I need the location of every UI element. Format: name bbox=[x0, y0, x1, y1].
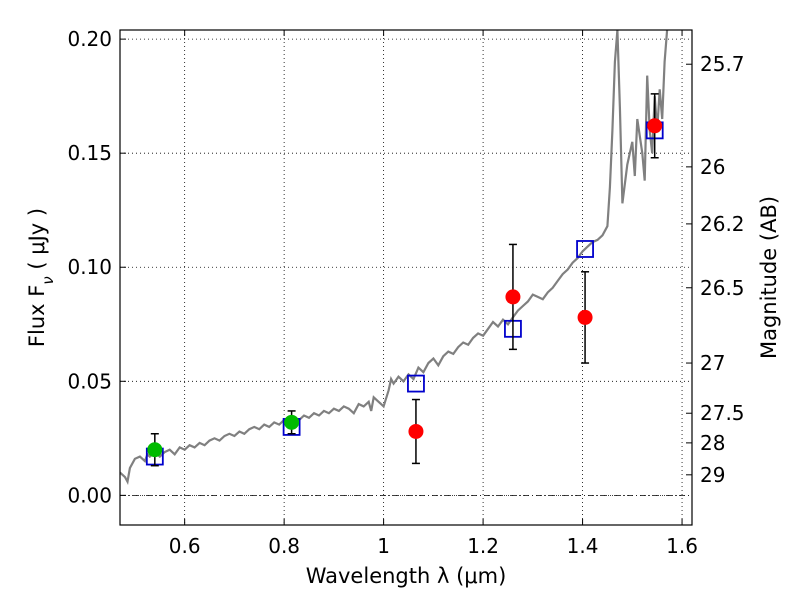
model-square-marker bbox=[407, 374, 425, 393]
y-tick-label: 0.20 bbox=[67, 27, 112, 51]
green-photometry-marker bbox=[284, 414, 300, 430]
y2-tick-label: 27 bbox=[700, 351, 725, 375]
y-tick-label: 0.10 bbox=[67, 255, 112, 279]
y-axis-label: Flux Fν ( μJy ) bbox=[25, 208, 57, 347]
plot-series bbox=[120, 30, 669, 485]
spectrum-line bbox=[120, 30, 669, 485]
y-axis-label-main: Flux F bbox=[25, 285, 49, 347]
x-tick-label: 1.4 bbox=[567, 534, 599, 558]
y-axis-label-subscript: ν bbox=[39, 276, 57, 284]
x-tick-label: 1.2 bbox=[467, 534, 499, 558]
x-tick-label: 0.6 bbox=[169, 534, 201, 558]
axis-ticks: 0.6 0.8 1 1.2 1.4 1.6 0.00 0.05 0.10 0.15 0.20 25.7… bbox=[67, 27, 744, 558]
red-photometry-marker bbox=[408, 423, 424, 439]
y-tick-label: 0.00 bbox=[67, 483, 112, 507]
green-photometry-marker bbox=[147, 442, 163, 458]
y-tick-label: 0.15 bbox=[67, 141, 112, 165]
x-tick-label: 1 bbox=[377, 534, 390, 558]
grid bbox=[120, 30, 692, 525]
red-photometry-marker bbox=[647, 118, 663, 134]
red-photometry-marker bbox=[577, 309, 593, 325]
y2-tick-label: 29 bbox=[700, 463, 725, 487]
y2-axis-label: Magnitude (AB) bbox=[757, 196, 781, 359]
y2-tick-label: 26.5 bbox=[700, 276, 745, 300]
x-tick-label: 1.6 bbox=[666, 534, 698, 558]
model-square-marker bbox=[576, 240, 594, 258]
y2-tick-label: 26 bbox=[700, 155, 725, 179]
x-tick-label: 0.8 bbox=[268, 534, 300, 558]
y-tick-label: 0.05 bbox=[67, 369, 112, 393]
y2-tick-label: 26.2 bbox=[700, 212, 745, 236]
y2-tick-label: 27.5 bbox=[700, 401, 745, 425]
x-axis-label: Wavelength λ (μm) bbox=[306, 564, 507, 588]
red-photometry-marker bbox=[505, 289, 521, 305]
y2-tick-label: 28 bbox=[700, 431, 725, 455]
plot-frame bbox=[119, 29, 693, 526]
y-axis-label-unit: ( μJy ) bbox=[25, 208, 49, 276]
y2-tick-label: 25.7 bbox=[700, 52, 745, 76]
